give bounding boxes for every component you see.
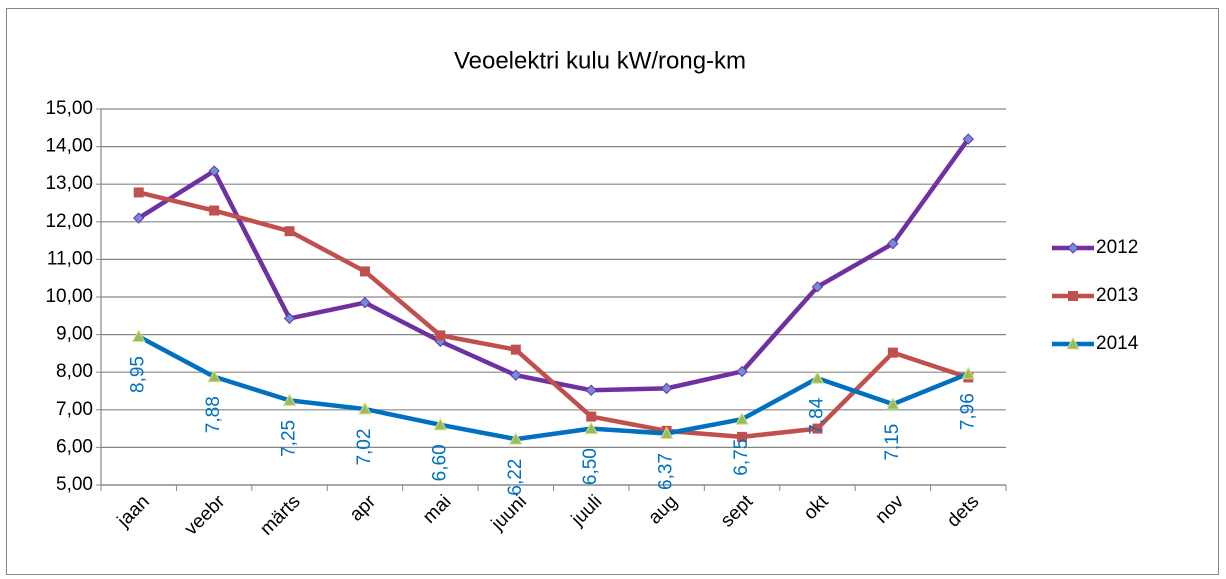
marker xyxy=(433,417,448,431)
y-tick-label: 14,00 xyxy=(45,136,93,157)
marker xyxy=(737,431,748,442)
marker xyxy=(584,421,599,435)
y-tick-label: 10,00 xyxy=(45,286,93,307)
marker xyxy=(510,369,522,381)
data-label: 6,50 xyxy=(580,448,601,485)
marker xyxy=(283,312,296,325)
data-label: 7,15 xyxy=(882,424,903,461)
marker xyxy=(208,165,220,177)
marker xyxy=(886,397,900,410)
marker xyxy=(133,212,145,224)
marker xyxy=(284,226,295,237)
marker xyxy=(887,237,899,250)
marker xyxy=(510,344,521,355)
chart-title: Veoelektri kulu kW/rong-km xyxy=(454,47,746,74)
marker xyxy=(435,330,446,341)
marker xyxy=(359,266,370,277)
data-label: 7,88 xyxy=(203,396,224,433)
legend-label: 2012 xyxy=(1096,237,1138,258)
marker xyxy=(735,412,749,425)
y-tick-label: 6,00 xyxy=(56,436,93,457)
y-tick-label: 5,00 xyxy=(56,474,93,495)
marker xyxy=(1066,336,1080,350)
y-tick-label: 9,00 xyxy=(56,324,93,345)
legend-label: 2014 xyxy=(1096,333,1139,354)
data-label: 7,84 xyxy=(806,397,827,434)
y-tick-label: 12,00 xyxy=(45,211,93,232)
data-label: 7,96 xyxy=(957,393,978,430)
marker xyxy=(810,371,825,384)
marker xyxy=(508,432,523,445)
data-label: 6,60 xyxy=(429,444,450,481)
marker xyxy=(736,365,748,378)
marker xyxy=(659,426,674,439)
series-line xyxy=(137,334,970,442)
data-label: 6,22 xyxy=(505,459,526,496)
marker xyxy=(358,402,372,415)
y-tick-label: 8,00 xyxy=(56,361,93,382)
legend-label: 2013 xyxy=(1096,285,1138,306)
marker xyxy=(282,393,297,406)
data-label: 7,02 xyxy=(354,429,375,466)
data-label: 8,95 xyxy=(128,356,149,393)
marker xyxy=(887,347,898,358)
marker xyxy=(207,369,221,383)
y-tick-label: 11,00 xyxy=(47,248,93,269)
y-tick-label: 15,00 xyxy=(45,98,93,119)
marker xyxy=(962,133,974,145)
series-line xyxy=(138,190,969,440)
data-label: 6,37 xyxy=(656,453,677,490)
marker xyxy=(1067,242,1079,254)
marker xyxy=(586,411,597,422)
marker xyxy=(209,205,220,216)
marker xyxy=(133,187,144,198)
marker xyxy=(961,366,976,380)
marker xyxy=(359,296,371,309)
marker xyxy=(585,384,597,396)
marker xyxy=(660,382,673,395)
marker xyxy=(812,423,823,434)
y-tick-label: 13,00 xyxy=(45,173,93,194)
marker xyxy=(131,329,146,342)
data-label: 7,25 xyxy=(279,420,300,457)
marker xyxy=(1068,291,1078,301)
data-label: 6,75 xyxy=(731,439,752,476)
y-tick-label: 7,00 xyxy=(56,399,93,420)
marker xyxy=(811,281,824,293)
chart-border xyxy=(6,8,1219,575)
